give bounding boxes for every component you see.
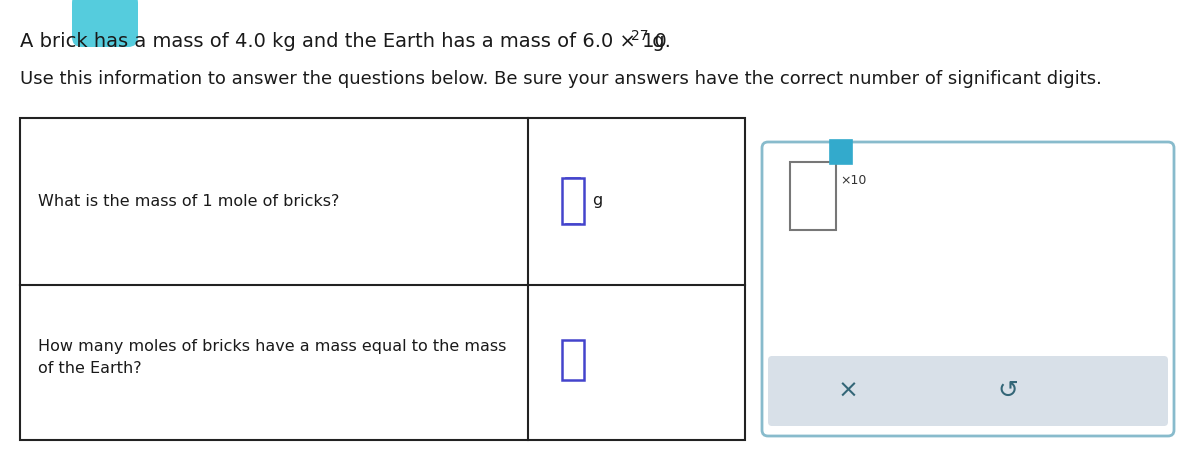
Text: How many moles of bricks have a mass equal to the mass: How many moles of bricks have a mass equ… [38, 339, 506, 354]
Text: ×10: ×10 [840, 174, 866, 187]
FancyBboxPatch shape [72, 0, 138, 47]
Bar [562, 178, 584, 224]
Text: 27: 27 [631, 29, 648, 43]
FancyBboxPatch shape [762, 142, 1174, 436]
Text: g: g [592, 194, 602, 209]
Bar [562, 340, 584, 380]
FancyBboxPatch shape [768, 356, 1168, 426]
Text: Use this information to answer the questions below. Be sure your answers have th: Use this information to answer the quest… [20, 70, 1102, 88]
Bar [790, 162, 836, 230]
Bar [830, 140, 852, 164]
Text: ↺: ↺ [997, 379, 1019, 403]
Text: A brick has a mass of 4.0 kg and the Earth has a mass of 6.0 × 10: A brick has a mass of 4.0 kg and the Ear… [20, 32, 667, 51]
Text: of the Earth?: of the Earth? [38, 361, 142, 376]
Text: ×: × [838, 379, 858, 403]
Text: What is the mass of 1 mole of bricks?: What is the mass of 1 mole of bricks? [38, 194, 340, 209]
Text: g.: g. [646, 32, 671, 51]
